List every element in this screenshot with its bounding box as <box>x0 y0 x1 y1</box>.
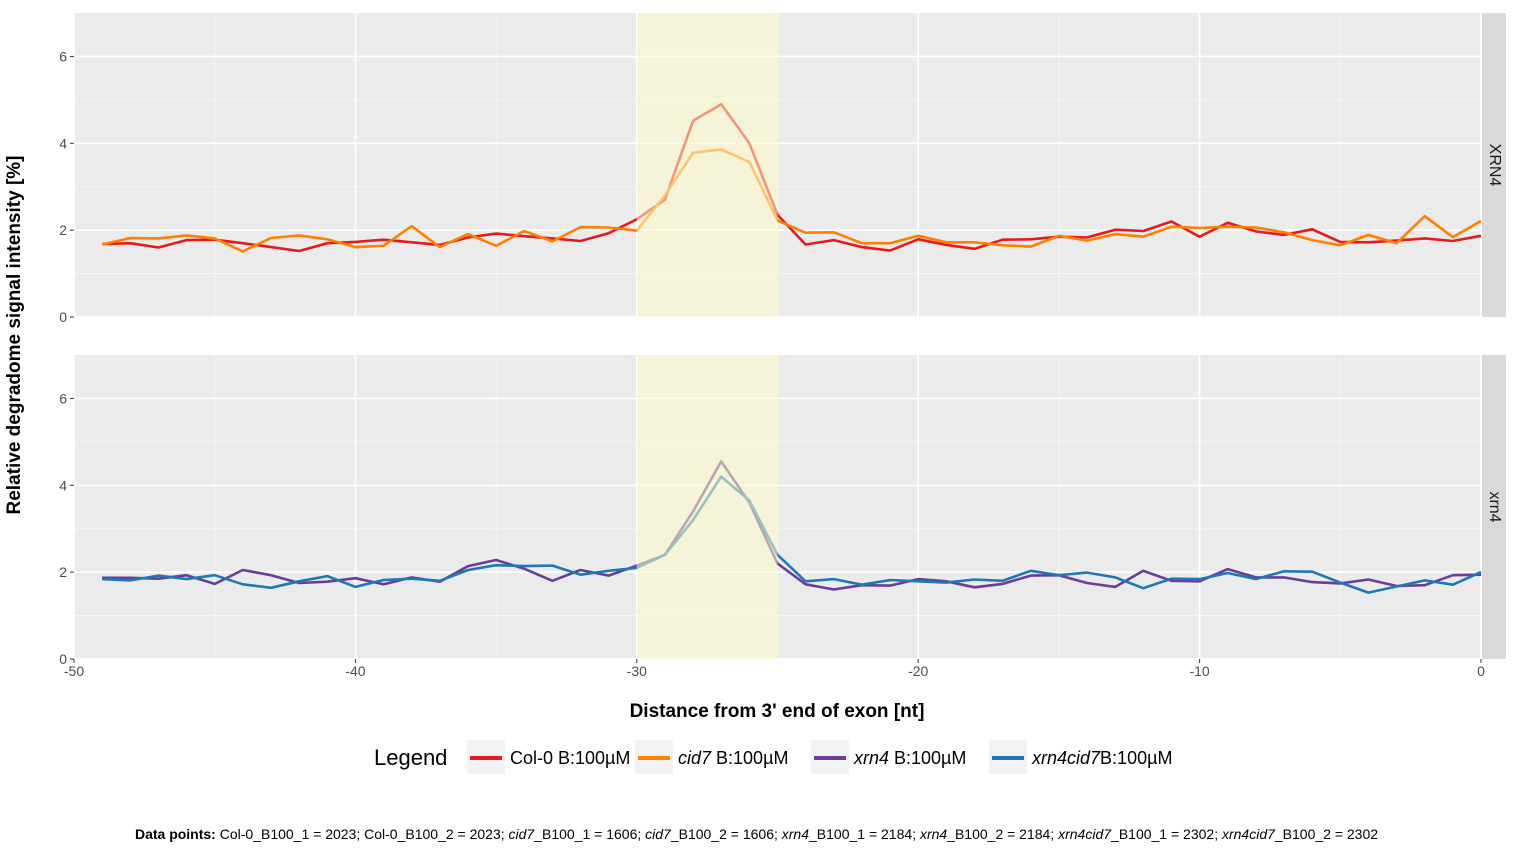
legend-text-part: B:100µM <box>889 748 966 768</box>
footnote-entry: ; cid7_B100_2 = 1606 <box>637 826 774 842</box>
x-tick-label: 0 <box>1477 663 1485 679</box>
footnote-label: Data points: <box>134 826 216 842</box>
facet-strip-label: XRN4 <box>1486 144 1503 187</box>
facet-strip <box>1482 13 1506 317</box>
legend-text-part: B:100µM <box>711 748 788 768</box>
series-line <box>102 102 1482 253</box>
footnote-entry: ; xrn4_B100_2 = 2184 <box>912 826 1051 842</box>
y-tick-label: 4 <box>59 135 67 151</box>
footnote-entry: ; xrn4cid7_B100_1 = 2302 <box>1050 826 1215 842</box>
series-line <box>101 148 1482 253</box>
y-axis-title: Relative degradome signal intensity [%] <box>4 156 25 515</box>
legend-text-part: B:100µM <box>1100 748 1172 768</box>
y-tick-label: 6 <box>59 390 67 406</box>
highlight-region <box>636 13 778 317</box>
legend-italic-part: xrn4cid7 <box>1031 748 1101 768</box>
footnote-entry: ; xrn4cid7_B100_2 = 2302 <box>1214 826 1379 842</box>
x-tick-label: -20 <box>908 663 928 679</box>
footnote-entries: Col-0_B100_1 = 2023; Col-0_B100_2 = 2023… <box>220 826 1378 842</box>
y-tick-label: 2 <box>59 564 67 580</box>
footnote-italic-part: cid7 <box>508 826 535 842</box>
series-line <box>102 475 1482 594</box>
legend-italic-part: xrn4 <box>853 748 889 768</box>
y-tick-label: 0 <box>59 309 67 325</box>
footnote-entry: ; cid7_B100_1 = 1606 <box>500 826 638 842</box>
facet-strip-label: xrn4 <box>1486 491 1503 522</box>
footnote-italic-part: xrn4 <box>919 826 948 842</box>
highlight-region <box>636 355 778 659</box>
y-tick-label: 4 <box>59 477 67 493</box>
footnote-italic-part: xrn4cid7 <box>1221 826 1275 842</box>
legend-item-label: xrn4 B:100µM <box>853 748 966 768</box>
y-tick-label: 0 <box>59 651 67 667</box>
series-line <box>102 460 1482 591</box>
y-tick-label: 6 <box>59 48 67 64</box>
legend-item-label: Col-0 B:100µM <box>510 748 630 768</box>
legend-item-label: xrn4cid7B:100µM <box>1031 748 1172 768</box>
x-tick-label: -30 <box>627 663 647 679</box>
x-tick-label: -40 <box>345 663 365 679</box>
footnote-entry: ; Col-0_B100_2 = 2023 <box>356 826 501 842</box>
legend-text-part: Col-0 B:100µM <box>510 748 630 768</box>
legend-title: Legend <box>374 745 447 770</box>
footnote-entry: ; xrn4_B100_1 = 2184 <box>773 826 913 842</box>
footnote-entry: Col-0_B100_1 = 2023 <box>219 826 357 842</box>
data-points-footnote: Data points: Col-0_B100_1 = 2023; Col-0_… <box>0 826 1513 842</box>
legend-italic-part: cid7 <box>678 748 712 768</box>
legend-item-label: cid7 B:100µM <box>678 748 788 768</box>
footnote-italic-part: xrn4cid7 <box>1058 826 1112 842</box>
facet-strip <box>1482 355 1506 659</box>
x-tick-label: -50 <box>64 663 84 679</box>
x-axis-title: Distance from 3' end of exon [nt] <box>630 701 925 722</box>
x-tick-label: -10 <box>1189 663 1209 679</box>
footnote-italic-part: cid7 <box>645 826 671 842</box>
footnote-italic-part: xrn4 <box>781 826 809 842</box>
y-tick-label: 2 <box>59 222 67 238</box>
